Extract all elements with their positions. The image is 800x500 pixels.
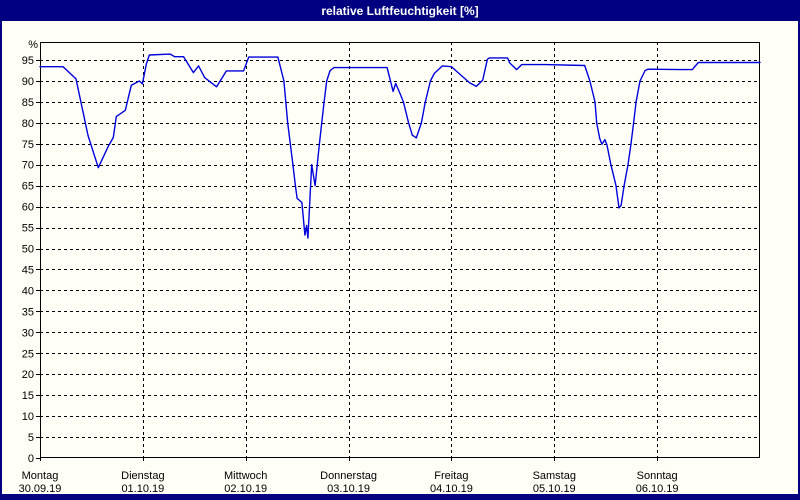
y-tick-label: 20 — [22, 369, 34, 381]
date-label: 06.10.19 — [636, 483, 679, 495]
y-tick-label: 70 — [22, 160, 34, 172]
y-tick-label: 55 — [22, 223, 34, 235]
y-tick-label: 25 — [22, 348, 34, 360]
y-tick-label: 5 — [28, 432, 34, 444]
title-bar: relative Luftfeuchtigkeit [%] — [0, 0, 800, 21]
chart-background — [2, 21, 798, 494]
y-tick-label: 90 — [22, 76, 34, 88]
date-label: 03.10.19 — [327, 483, 370, 495]
y-tick-label: 80 — [22, 118, 34, 130]
y-tick-label: 0 — [28, 453, 34, 465]
y-axis-unit-label: % — [28, 39, 38, 51]
y-tick-label: 65 — [22, 181, 34, 193]
day-label: Samstag — [533, 470, 576, 482]
humidity-series-line — [39, 53, 761, 239]
y-tick-label: 95 — [22, 55, 34, 67]
day-label: Montag — [22, 470, 59, 482]
day-label: Dienstag — [121, 470, 164, 482]
y-tick-label: 50 — [22, 244, 34, 256]
y-tick-label: 45 — [22, 264, 34, 276]
y-tick-label: 60 — [22, 202, 34, 214]
date-label: 05.10.19 — [533, 483, 576, 495]
y-tick-label: 15 — [22, 390, 34, 402]
date-label: 30.09.19 — [19, 483, 62, 495]
y-tick-label: 30 — [22, 327, 34, 339]
y-tick-label: 40 — [22, 285, 34, 297]
day-label: Donnerstag — [320, 470, 377, 482]
y-tick-label: 35 — [22, 306, 34, 318]
day-label: Mittwoch — [224, 470, 267, 482]
chart-title: relative Luftfeuchtigkeit [%] — [321, 3, 479, 18]
plot-border — [40, 42, 760, 458]
date-label: 04.10.19 — [430, 483, 473, 495]
date-label: 02.10.19 — [224, 483, 267, 495]
y-tick-label: 10 — [22, 411, 34, 423]
day-label: Sonntag — [637, 470, 678, 482]
date-label: 01.10.19 — [121, 483, 164, 495]
y-tick-label: 85 — [22, 97, 34, 109]
y-tick-label: 75 — [22, 139, 34, 151]
day-label: Freitag — [434, 470, 468, 482]
